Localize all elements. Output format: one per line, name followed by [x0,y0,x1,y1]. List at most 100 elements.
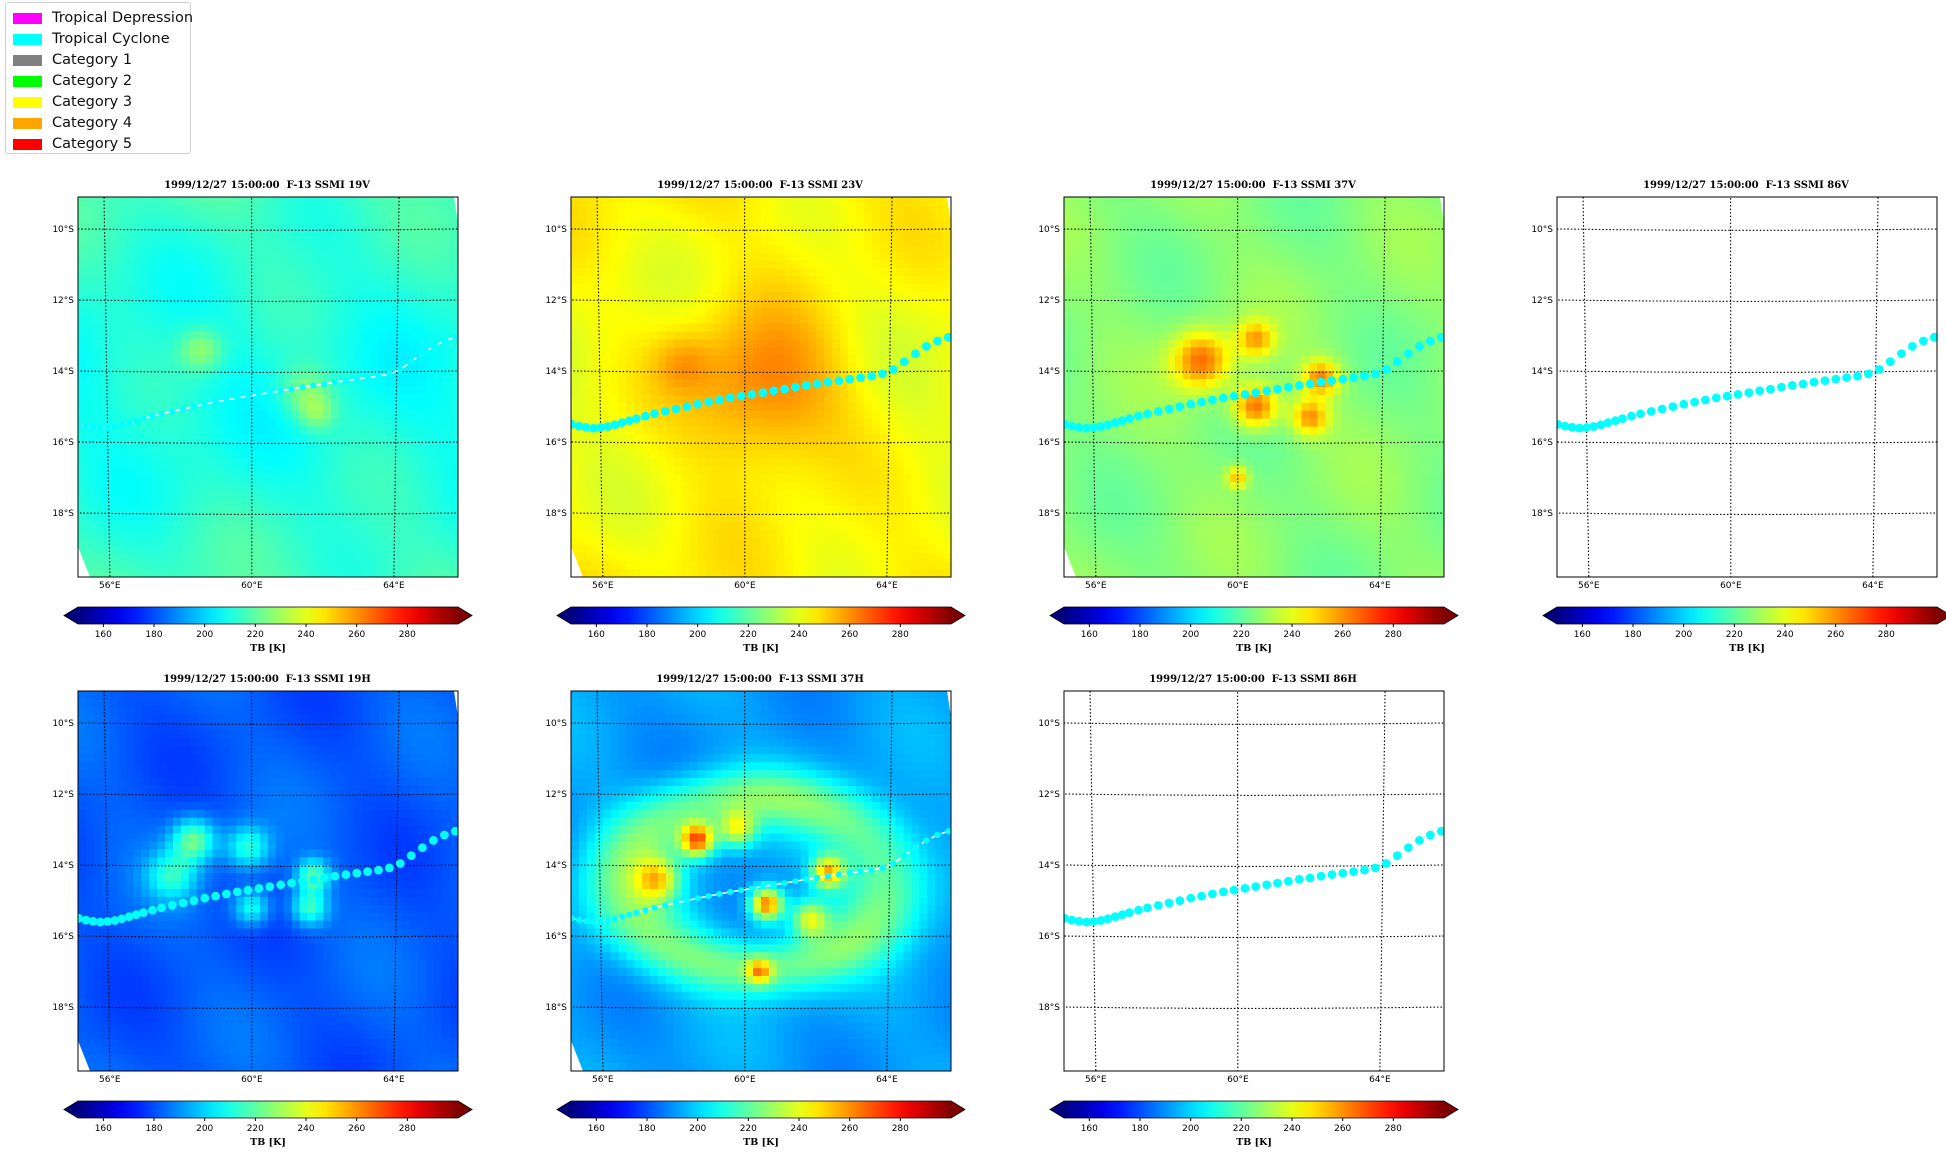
lat-tick-label: 16°S [545,438,567,448]
track-point [407,851,416,860]
track-point [737,392,746,401]
track-point [1306,874,1315,883]
colorbar-tick-label: 180 [1131,1124,1148,1134]
track-point [112,423,118,429]
track-point [320,874,329,883]
colorbar-label: TB [K] [250,643,286,654]
track-point [1382,365,1391,374]
track-point [256,391,262,397]
track-point [695,895,701,901]
track-point [1208,396,1217,405]
colorbar-tick-label: 200 [196,1124,213,1134]
track-point [168,901,177,910]
colorbar-tick-label: 220 [1726,630,1743,640]
tb-heatmap [571,691,952,1072]
track-point [267,390,273,396]
track-point [901,853,907,859]
colorbar-tick-label: 280 [399,630,416,640]
lon-tick-label: 60°E [1227,581,1249,591]
track-point [191,404,197,410]
track-point [1338,375,1347,384]
track-point [802,381,811,390]
track-point [1143,903,1152,912]
lat-tick-label: 18°S [1038,509,1060,519]
track-point [222,890,231,899]
track-point [1821,376,1830,385]
track-point [97,425,103,431]
track-point [641,412,650,421]
track-point [1284,383,1293,392]
track-point [569,915,575,921]
colorbar-label: TB [K] [743,1137,779,1148]
track-point [1669,402,1678,411]
colorbar-tick-label: 180 [145,1124,162,1134]
legend-label: Category 5 [52,134,132,154]
lat-tick-label: 12°S [545,296,567,306]
track-point [419,351,425,357]
track-point [1134,906,1143,915]
track-point [1734,390,1743,399]
track-point [684,898,690,904]
track-point [1382,859,1391,868]
lon-tick-label: 64°E [1369,1075,1391,1085]
track-point [835,376,844,385]
colorbar-label: TB [K] [1236,643,1272,654]
track-point [1712,394,1721,403]
lat-tick-label: 18°S [545,1003,567,1013]
lat-tick-label: 14°S [545,367,567,377]
track-point [1853,372,1862,381]
track-point [1176,402,1185,411]
track-point [813,380,822,389]
track-point [934,832,940,838]
lon-tick-label: 60°E [241,1075,263,1085]
track-point [1143,409,1152,418]
colorbar-tick-label: 280 [1385,1124,1402,1134]
colorbar-tick-label: 260 [348,630,365,640]
legend-label: Category 4 [52,113,132,133]
track-point [90,424,96,430]
colorbar-tick-label: 200 [689,630,706,640]
track-point [704,398,713,407]
track-point [1125,908,1134,917]
track-point [1766,385,1775,394]
track-point [1371,370,1380,379]
track-point [180,406,186,412]
track-point [651,905,657,911]
lon-tick-label: 64°E [876,581,898,591]
track-point [440,831,449,840]
track-point [1723,392,1732,401]
lat-tick-label: 18°S [1038,1003,1060,1013]
colorbar-tick-label: 280 [892,630,909,640]
colorbar-tick-label: 280 [1385,630,1402,640]
track-point [363,867,372,876]
track-point [441,338,447,344]
colorbar-tick-label: 220 [247,630,264,640]
track-point [1788,381,1797,390]
track-point [879,865,885,871]
lat-tick-label: 12°S [545,790,567,800]
track-point [1241,390,1250,399]
track-point [1186,400,1195,409]
track-point [1371,864,1380,873]
track-point [1360,372,1369,381]
track-point [576,917,582,923]
track-point [1618,414,1627,423]
track-point [1393,851,1402,860]
track-point [824,378,833,387]
track-point [343,378,349,384]
map-frame [1557,197,1937,577]
colorbar-tick-label: 220 [1233,1124,1250,1134]
track-point [781,880,787,886]
colorbar-tick-label: 240 [1283,1124,1300,1134]
track-point [1306,380,1315,389]
track-point [278,388,284,394]
tb-heatmap [78,197,459,578]
track-point [769,386,778,395]
track-point [792,878,798,884]
